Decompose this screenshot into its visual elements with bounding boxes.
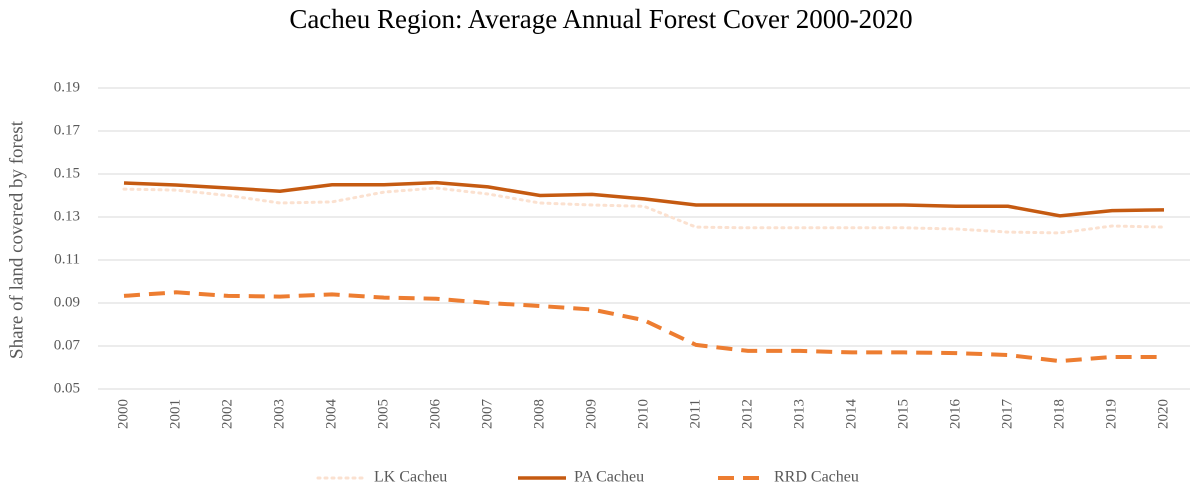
x-tick-label: 2005 bbox=[375, 399, 391, 429]
chart-title: Cacheu Region: Average Annual Forest Cov… bbox=[289, 4, 912, 34]
legend-label: RRD Cacheu bbox=[774, 469, 859, 486]
x-tick-label: 2015 bbox=[895, 399, 911, 429]
y-tick-label: 0.05 bbox=[54, 380, 80, 396]
y-tick-label: 0.13 bbox=[54, 208, 80, 224]
x-tick-label: 2010 bbox=[635, 399, 651, 429]
series-line bbox=[122, 186, 1166, 235]
y-tick-label: 0.11 bbox=[54, 251, 80, 267]
x-tick-label: 2002 bbox=[219, 399, 235, 429]
x-tick-label: 2013 bbox=[791, 399, 807, 429]
x-tick-label: 2009 bbox=[583, 399, 599, 429]
x-tick-label: 2000 bbox=[115, 399, 131, 429]
y-tick-label: 0.07 bbox=[54, 337, 81, 353]
y-tick-label: 0.15 bbox=[54, 165, 80, 181]
legend-label: LK Cacheu bbox=[374, 469, 447, 486]
y-tick-label: 0.19 bbox=[54, 79, 80, 95]
x-tick-label: 2011 bbox=[687, 399, 703, 428]
x-tick-label: 2012 bbox=[739, 399, 755, 429]
x-tick-label: 2007 bbox=[479, 399, 495, 430]
y-tick-label: 0.09 bbox=[54, 294, 80, 310]
x-tick-label: 2001 bbox=[167, 399, 183, 429]
x-tick-label: 2018 bbox=[1051, 399, 1067, 429]
x-tick-label: 2016 bbox=[947, 399, 963, 430]
x-tick-label: 2017 bbox=[999, 399, 1015, 430]
y-axis-label: Share of land covered by forest bbox=[6, 120, 27, 359]
series-line bbox=[123, 180, 1165, 218]
x-tick-label: 2003 bbox=[271, 399, 287, 429]
x-tick-label: 2006 bbox=[427, 399, 443, 430]
y-tick-label: 0.17 bbox=[54, 122, 81, 138]
x-tick-label: 2014 bbox=[843, 399, 859, 430]
legend-label: PA Cacheu bbox=[574, 469, 644, 486]
x-tick-label: 2020 bbox=[1155, 399, 1171, 429]
x-tick-label: 2004 bbox=[323, 399, 339, 430]
x-tick-label: 2008 bbox=[531, 399, 547, 429]
x-tick-label: 2019 bbox=[1103, 399, 1119, 429]
